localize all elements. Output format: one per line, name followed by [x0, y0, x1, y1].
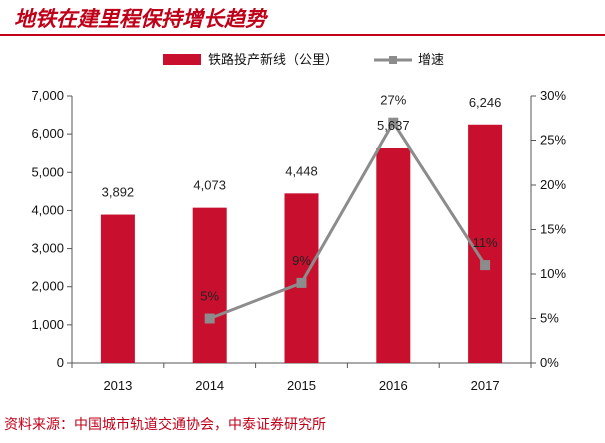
x-tick-label: 2013 [103, 378, 132, 393]
growth-value-label: 5% [200, 289, 219, 304]
data-labels: 3,892 4,073 4,448 5,637 6,246 5% 9% 27% 11% [102, 93, 502, 304]
y-right-tick-label: 15% [540, 222, 566, 237]
growth-value-label: 9% [292, 253, 311, 268]
x-tick-label: 2015 [287, 378, 316, 393]
bar-value-label: 3,892 [102, 185, 135, 200]
y-left-tick-label: 6,000 [31, 126, 64, 141]
legend-swatch-bar [163, 54, 201, 65]
legend: 铁路投产新线（公里） 增速 [163, 52, 444, 68]
x-tick-label: 2014 [195, 378, 224, 393]
y-right-tick-label: 25% [540, 133, 566, 148]
y-left-tick-label: 5,000 [31, 164, 64, 179]
legend-swatch-marker [389, 56, 397, 64]
source-note: 资料来源：中国城市轨道交通协会，中泰证券研究所 [4, 417, 326, 433]
y-right-tick-label: 30% [540, 88, 566, 103]
y-left-tick-label: 0 [57, 355, 64, 370]
y-left-tick-label: 1,000 [31, 317, 64, 332]
bar [468, 124, 503, 364]
legend-label-line: 增速 [418, 53, 444, 68]
line-series [204, 117, 491, 324]
growth-marker [296, 277, 307, 288]
x-tick-label: 2017 [471, 378, 500, 393]
title-divider [0, 34, 605, 36]
x-tick-label: 2016 [379, 378, 408, 393]
axes: 0 1,000 2,000 3,000 4,000 5,000 6,000 7,000 0% 5%… [31, 88, 566, 393]
y-right-tick-label: 10% [540, 266, 566, 281]
growth-marker [480, 260, 491, 271]
growth-marker [204, 313, 215, 324]
bar-value-label: 4,073 [193, 178, 226, 193]
bar [376, 147, 411, 363]
bar [192, 207, 227, 363]
legend-label-bar: 铁路投产新线（公里） [208, 52, 338, 68]
growth-value-label: 27% [380, 93, 406, 108]
bar-value-label: 4,448 [285, 163, 318, 178]
y-left-tick-label: 7,000 [31, 88, 64, 103]
bar-series [100, 124, 503, 364]
y-right-tick-label: 20% [540, 177, 566, 192]
y-right-tick-label: 5% [540, 311, 559, 326]
bar [100, 214, 135, 363]
y-left-tick-label: 4,000 [31, 202, 64, 217]
y-left-tick-label: 2,000 [31, 279, 64, 294]
bar-value-label: 6,246 [469, 95, 502, 110]
y-left-tick-label: 3,000 [31, 241, 64, 256]
page-title: 地铁在建里程保持增长趋势 [14, 6, 266, 31]
y-right-tick-label: 0% [540, 355, 559, 370]
growth-value-label: 11% [473, 235, 498, 250]
bar-value-label: 5,637 [377, 118, 410, 133]
growth-marker [388, 117, 399, 128]
growth-line [209, 119, 487, 320]
